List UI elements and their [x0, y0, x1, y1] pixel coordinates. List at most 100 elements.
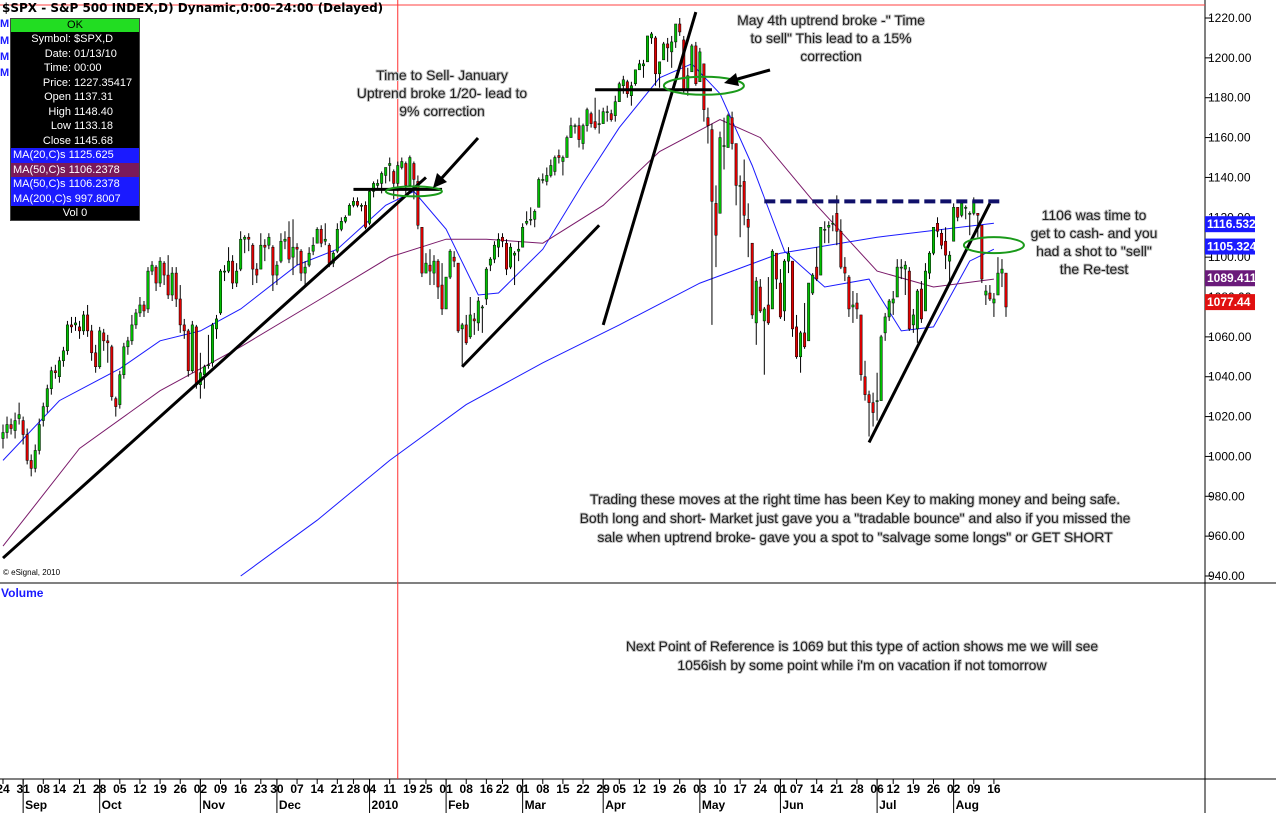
- candle-body-up: [561, 157, 565, 162]
- candle: [472, 312, 476, 335]
- candle: [948, 251, 952, 282]
- candle-body-up: [380, 173, 384, 184]
- candle-body-down: [714, 203, 718, 236]
- candle-body-down: [815, 266, 819, 280]
- candle-body-up: [948, 254, 952, 262]
- info-status[interactable]: OK: [11, 19, 139, 32]
- candle-body-up: [424, 262, 428, 274]
- candle-body-up: [239, 238, 243, 270]
- price-tags: 1116.5321 1105.324 1089.4112 1077.44: [1205, 216, 1263, 311]
- candle: [545, 167, 549, 186]
- candle: [356, 197, 359, 208]
- candle: [138, 297, 142, 317]
- candle-body-up: [98, 330, 102, 367]
- candle-body-down: [162, 262, 166, 276]
- candle-body-up: [891, 298, 895, 304]
- candle: [440, 263, 444, 315]
- trendlines: [1, 11, 1002, 560]
- candle-body-up: [368, 191, 372, 224]
- candle: [911, 308, 915, 333]
- x-tick-label: 26: [174, 782, 188, 796]
- candle-body-up: [307, 252, 311, 266]
- candle: [347, 203, 351, 216]
- candle: [178, 285, 182, 333]
- annot-jan-line-1: Time to Sell- January: [376, 67, 508, 83]
- candle: [360, 203, 363, 212]
- candle: [633, 69, 637, 86]
- candle: [206, 334, 210, 369]
- candle-body-up: [215, 318, 218, 330]
- candle: [919, 281, 923, 323]
- candle-body-up: [573, 125, 577, 127]
- candle: [658, 61, 662, 88]
- candle-body-up: [57, 360, 61, 377]
- candle: [605, 105, 609, 122]
- candle-body-down: [654, 37, 658, 75]
- candle: [480, 304, 484, 333]
- candle: [988, 285, 992, 301]
- month-label: Sep: [25, 798, 47, 812]
- candle-body-down: [174, 272, 178, 300]
- candle-body-down: [327, 244, 331, 264]
- candle: [738, 175, 742, 238]
- x-tick-label: 25: [419, 782, 433, 796]
- side-marker-1: M: [0, 18, 10, 30]
- candle-body-up: [895, 266, 899, 298]
- candle: [581, 123, 585, 150]
- candle: [847, 275, 851, 317]
- candle: [166, 255, 170, 299]
- candle-body-down: [944, 240, 948, 256]
- candle: [376, 179, 380, 190]
- ellipse-jan-break: [384, 185, 443, 198]
- candle-body-up: [601, 111, 605, 124]
- candle-body-down: [440, 284, 444, 310]
- candle: [170, 267, 174, 301]
- candle-body-up: [621, 79, 625, 87]
- candle: [311, 237, 315, 256]
- candle: [388, 157, 392, 182]
- candle: [597, 109, 601, 134]
- month-label: Dec: [279, 798, 301, 812]
- x-tick-label: 09: [214, 782, 228, 796]
- candle-body-down: [855, 302, 859, 310]
- candle: [811, 273, 815, 296]
- candle-body-up: [82, 314, 86, 332]
- candle: [903, 261, 907, 296]
- candle-body-up: [61, 350, 65, 362]
- volume-pane-label[interactable]: Volume: [1, 586, 44, 600]
- candle: [827, 221, 831, 244]
- trendline-uptrend-4: [867, 202, 992, 444]
- candle-body-up: [134, 312, 138, 326]
- candle-body-up: [782, 260, 786, 312]
- candle: [758, 279, 762, 313]
- candle: [928, 251, 931, 280]
- annotation-jan: Time to Sell- January Uptrend broke 1/20…: [356, 66, 529, 120]
- candle: [662, 41, 666, 61]
- candle: [412, 161, 416, 200]
- candle-body-down: [182, 324, 186, 332]
- candle-body-down: [86, 314, 90, 332]
- y-tick-label: 1160.00: [1208, 131, 1251, 145]
- candle: [291, 219, 295, 276]
- candle: [295, 243, 299, 266]
- candle: [339, 217, 343, 232]
- candle-body-down: [78, 326, 81, 332]
- candle-body-up: [553, 157, 557, 172]
- y-tick-label: 1040.00: [1208, 370, 1252, 384]
- x-tick-label: 15: [556, 782, 570, 796]
- candle: [351, 197, 355, 208]
- x-tick-label: 28: [850, 782, 864, 796]
- ma-line: [240, 222, 994, 577]
- candle: [74, 316, 77, 331]
- candle-body-up: [351, 201, 355, 206]
- candle: [215, 314, 218, 339]
- candle-body-up: [513, 252, 517, 256]
- candle-body-down: [404, 163, 408, 186]
- candle: [90, 324, 94, 361]
- candle-body-up: [819, 227, 823, 276]
- x-tick-label: 21: [73, 782, 87, 796]
- candle-body-up: [811, 274, 815, 294]
- candle-body-up: [488, 258, 492, 266]
- candle: [875, 372, 879, 421]
- candle-body-down: [102, 332, 106, 342]
